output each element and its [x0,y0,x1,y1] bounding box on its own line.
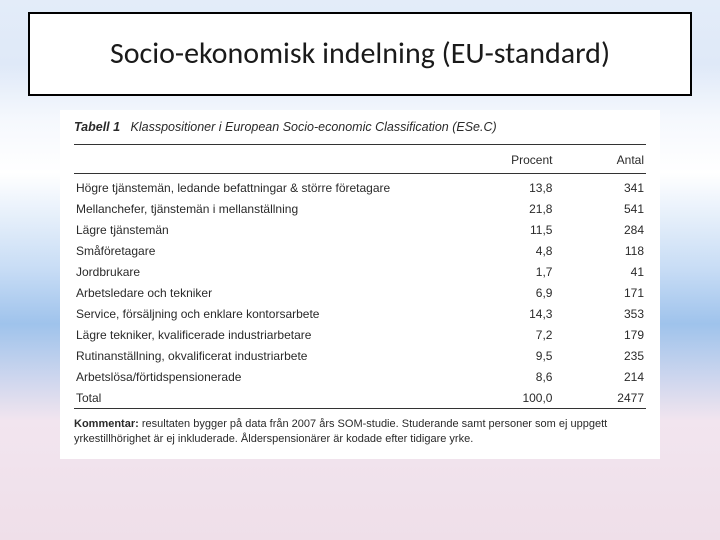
data-table: Procent Antal Högre tjänstemän, ledande … [74,145,646,408]
table-row: Service, försäljning och enklare kontors… [74,303,646,324]
cell-count: 2477 [554,387,646,408]
cell-percent: 13,8 [463,177,555,198]
table-container: Tabell 1 Klasspositioner i European Soci… [60,110,660,459]
cell-percent: 4,8 [463,240,555,261]
cell-percent: 11,5 [463,219,555,240]
cell-count: 235 [554,345,646,366]
cell-count: 118 [554,240,646,261]
header-label [74,145,463,173]
cell-count: 171 [554,282,646,303]
table-row: Mellanchefer, tjänstemän i mellanställni… [74,198,646,219]
page-title: Socio-ekonomisk indelning (EU-standard) [110,37,610,72]
table-total-row: Total100,02477 [74,387,646,408]
cell-label: Rutinanställning, okvalificerat industri… [74,345,463,366]
table-row: Högre tjänstemän, ledande befattningar &… [74,177,646,198]
table-row: Småföretagare4,8118 [74,240,646,261]
header-count: Antal [554,145,646,173]
table-row: Lägre tekniker, kvalificerade industriar… [74,324,646,345]
table-row: Arbetsledare och tekniker6,9171 [74,282,646,303]
cell-count: 214 [554,366,646,387]
cell-label: Mellanchefer, tjänstemän i mellanställni… [74,198,463,219]
cell-label: Högre tjänstemän, ledande befattningar &… [74,177,463,198]
cell-percent: 21,8 [463,198,555,219]
table-row: Arbetslösa/förtidspensionerade8,6214 [74,366,646,387]
cell-label: Småföretagare [74,240,463,261]
cell-label: Total [74,387,463,408]
cell-percent: 8,6 [463,366,555,387]
table-row: Jordbrukare1,741 [74,261,646,282]
cell-percent: 100,0 [463,387,555,408]
cell-percent: 6,9 [463,282,555,303]
cell-count: 353 [554,303,646,324]
comment-text: resultaten bygger på data från 2007 års … [74,418,607,445]
table-body: Högre tjänstemän, ledande befattningar &… [74,173,646,408]
table-row: Lägre tjänstemän11,5284 [74,219,646,240]
caption-text: Klasspositioner i European Socio-economi… [131,120,497,134]
cell-label: Lägre tjänstemän [74,219,463,240]
title-box: Socio-ekonomisk indelning (EU-standard) [28,12,692,96]
cell-label: Lägre tekniker, kvalificerade industriar… [74,324,463,345]
table-caption: Tabell 1 Klasspositioner i European Soci… [74,120,646,142]
slide: Socio-ekonomisk indelning (EU-standard) … [0,0,720,540]
cell-count: 341 [554,177,646,198]
cell-label: Service, försäljning och enklare kontors… [74,303,463,324]
table-row: Rutinanställning, okvalificerat industri… [74,345,646,366]
cell-label: Arbetsledare och tekniker [74,282,463,303]
table-header-row: Procent Antal [74,145,646,173]
cell-label: Arbetslösa/förtidspensionerade [74,366,463,387]
table-comment: Kommentar: resultaten bygger på data frå… [74,409,646,447]
cell-percent: 9,5 [463,345,555,366]
cell-percent: 14,3 [463,303,555,324]
cell-count: 284 [554,219,646,240]
cell-label: Jordbrukare [74,261,463,282]
cell-count: 179 [554,324,646,345]
header-percent: Procent [463,145,555,173]
cell-count: 41 [554,261,646,282]
caption-label: Tabell 1 [74,120,120,134]
cell-percent: 7,2 [463,324,555,345]
cell-percent: 1,7 [463,261,555,282]
comment-label: Kommentar: [74,418,139,430]
cell-count: 541 [554,198,646,219]
